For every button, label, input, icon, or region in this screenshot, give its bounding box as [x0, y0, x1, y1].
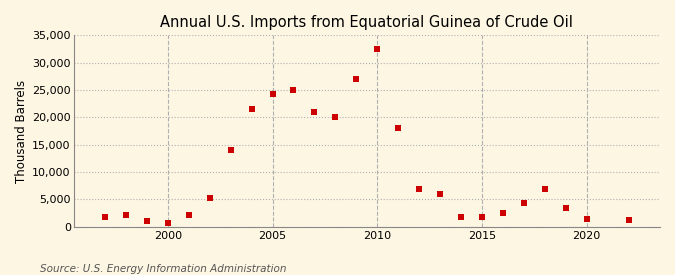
Point: [477, 214, 487, 219]
Point: [623, 218, 634, 222]
Point: [184, 212, 194, 217]
Point: [456, 215, 466, 219]
Point: [163, 221, 173, 225]
Point: [560, 206, 571, 210]
Y-axis label: Thousand Barrels: Thousand Barrels: [15, 79, 28, 183]
Point: [372, 47, 383, 51]
Point: [246, 107, 257, 111]
Point: [309, 110, 320, 114]
Point: [205, 196, 215, 200]
Point: [267, 92, 278, 97]
Point: [142, 219, 153, 223]
Point: [121, 213, 132, 217]
Point: [435, 192, 446, 196]
Point: [497, 211, 508, 215]
Point: [100, 214, 111, 219]
Point: [518, 201, 529, 205]
Title: Annual U.S. Imports from Equatorial Guinea of Crude Oil: Annual U.S. Imports from Equatorial Guin…: [161, 15, 573, 30]
Point: [393, 126, 404, 130]
Point: [581, 217, 592, 222]
Point: [288, 88, 299, 92]
Point: [330, 115, 341, 120]
Point: [414, 187, 425, 192]
Point: [225, 148, 236, 152]
Point: [351, 77, 362, 81]
Point: [539, 187, 550, 192]
Text: Source: U.S. Energy Information Administration: Source: U.S. Energy Information Administ…: [40, 264, 287, 274]
